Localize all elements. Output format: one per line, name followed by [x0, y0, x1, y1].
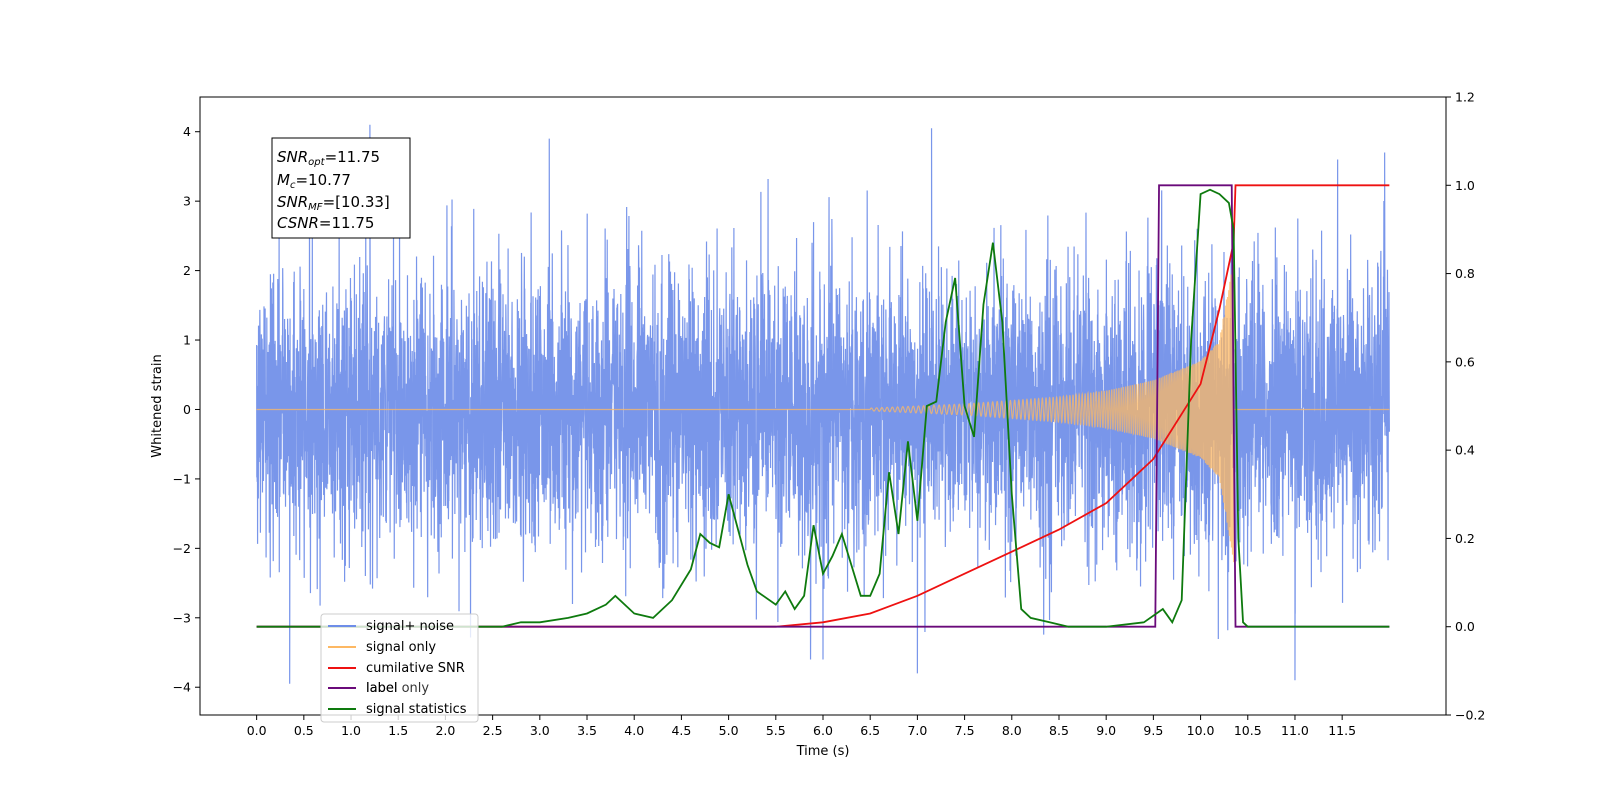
y-left-tick-label: 0: [183, 402, 191, 417]
x-tick-label: 11.0: [1281, 723, 1309, 738]
y-axis-left: 4 3 2 1 0 −1 −2 −3 −4: [173, 124, 200, 695]
x-tick-label: 0.0: [247, 723, 267, 738]
x-axis: 0.0 0.5 1.0 1.5 2.0 2.5 3.0 3.5 4.0 4.5 5.0 5.5 6.0 6…: [247, 715, 1356, 738]
legend-label-cumulative-snr: cumilative SNR: [366, 661, 465, 676]
y-right-tick-label: 0.2: [1455, 531, 1475, 546]
y-right-tick-label: 1.2: [1455, 90, 1475, 105]
y-left-tick-label: 3: [183, 194, 191, 209]
legend: signal+ noise signal only cumilative SNR…: [320, 613, 479, 723]
y-axis-label: Whitened strain: [150, 354, 165, 457]
x-tick-label: 4.0: [624, 723, 644, 738]
legend-label-label-only: label only: [366, 681, 429, 696]
y-right-tick-label: 0.8: [1455, 266, 1475, 281]
x-tick-label: 6.5: [860, 723, 880, 738]
y-right-tick-label: 0.6: [1455, 354, 1475, 369]
y-right-tick-label: 0.0: [1455, 619, 1475, 634]
y-left-tick-label: −2: [173, 541, 191, 556]
y-right-tick-label: 0.4: [1455, 443, 1475, 458]
x-tick-label: 7.0: [907, 723, 927, 738]
y-left-tick-label: 1: [183, 333, 191, 348]
x-tick-label: 5.5: [766, 723, 786, 738]
annotation-line-mc: Mc=10.77: [277, 171, 351, 191]
y-left-tick-label: 2: [183, 263, 191, 278]
y-right-tick-label: −0.2: [1455, 708, 1485, 723]
x-tick-label: 8.5: [1049, 723, 1069, 738]
x-tick-label: 1.5: [388, 723, 408, 738]
legend-label-signal-noise: signal+ noise: [366, 619, 454, 634]
x-tick-label: 0.5: [294, 723, 314, 738]
y-left-tick-label: −3: [173, 610, 191, 625]
annotation-line-csnr: CSNR=11.75: [277, 214, 374, 232]
y-left-tick-label: 4: [183, 124, 191, 139]
x-tick-label: 9.5: [1143, 723, 1163, 738]
x-tick-label: 4.5: [671, 723, 691, 738]
annotation-box: SNRopt=11.75 Mc=10.77 SNRMF=[10.33] CSNR…: [271, 137, 411, 239]
x-tick-label: 3.5: [577, 723, 597, 738]
series-cumulative-snr: [256, 184, 1390, 628]
x-tick-label: 2.0: [435, 723, 455, 738]
legend-label-signal-only: signal only: [366, 640, 436, 655]
x-tick-label: 7.5: [955, 723, 975, 738]
x-tick-label: 6.0: [813, 723, 833, 738]
x-tick-label: 8.0: [1002, 723, 1022, 738]
x-tick-label: 9.0: [1096, 723, 1116, 738]
x-tick-label: 5.0: [719, 723, 739, 738]
series-signal-statistics: [256, 188, 1390, 628]
legend-frame: [320, 613, 479, 723]
x-axis-label: Time (s): [796, 744, 850, 759]
annotation-frame: [271, 137, 411, 239]
annotation-line-snr-mf: SNRMF=[10.33]: [277, 193, 390, 213]
series-signal-noise: [256, 124, 1390, 684]
series-signal-only: [256, 264, 1390, 563]
y-axis-right: 1.2 1.0 0.8 0.6 0.4 0.2 0.0 −0.2: [1446, 90, 1485, 723]
x-tick-label: 3.0: [530, 723, 550, 738]
x-tick-label: 10.5: [1234, 723, 1262, 738]
plot-layers: [256, 124, 1390, 684]
x-tick-label: 2.5: [483, 723, 503, 738]
y-left-tick-label: −1: [173, 471, 191, 486]
x-tick-label: 11.5: [1328, 723, 1356, 738]
x-tick-label: 1.0: [341, 723, 361, 738]
legend-label-signal-statistics: signal statistics: [366, 702, 467, 717]
annotation-line-snr-opt: SNRopt=11.75: [277, 148, 380, 168]
y-right-tick-label: 1.0: [1455, 178, 1475, 193]
y-left-tick-label: −4: [173, 680, 191, 695]
x-tick-label: 10.0: [1187, 723, 1215, 738]
legend-label-label: label: [366, 681, 397, 696]
